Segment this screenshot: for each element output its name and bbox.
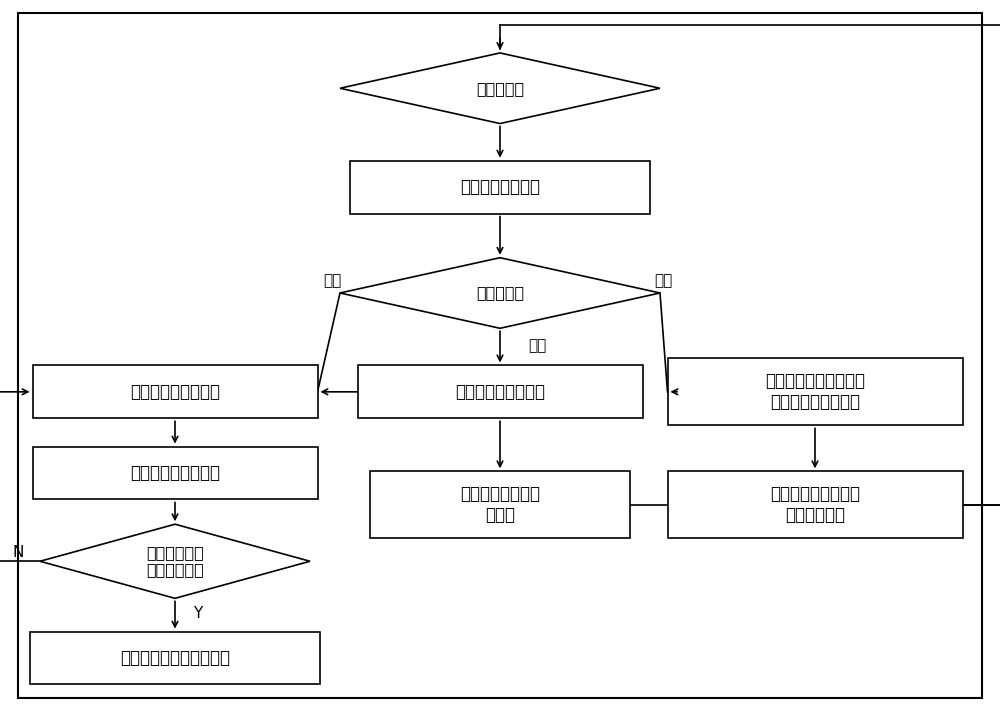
Text: 控制天线方位轴反向转
动到卫星信号最大点: 控制天线方位轴反向转 动到卫星信号最大点 [765,373,865,411]
Bar [370,472,630,538]
Polygon shape [340,53,660,124]
Bar [358,366,643,418]
Text: 控制天线方位轴减速: 控制天线方位轴减速 [455,383,545,401]
Text: 控制周期？: 控制周期？ [476,80,524,96]
Bar [350,160,650,213]
Text: 控制天线方位轴加速: 控制天线方位轴加速 [130,383,220,401]
Bar [32,446,318,500]
Text: 减速: 减速 [528,338,546,354]
Text: N: N [12,545,24,561]
Text: 天线跟踪载体运动: 天线跟踪载体运动 [460,178,540,196]
Text: 加速: 加速 [323,273,341,288]
Text: 设置控制状态为减速状态: 设置控制状态为减速状态 [120,649,230,667]
Text: 设置控制状态为反
转状态: 设置控制状态为反 转状态 [460,486,540,524]
Bar [668,472,962,538]
Bar [668,358,962,425]
Bar [32,366,318,418]
Bar [30,631,320,685]
Text: 控制状态？: 控制状态？ [476,285,524,301]
Text: 再次到达卫星
信号最大点？: 再次到达卫星 信号最大点？ [146,545,204,578]
Polygon shape [40,524,310,599]
Text: 完成天线方位轴寻星
时的驱动控制: 完成天线方位轴寻星 时的驱动控制 [770,486,860,524]
Polygon shape [340,258,660,328]
Text: 记录卫星信号最大点: 记录卫星信号最大点 [130,464,220,482]
Text: Y: Y [193,606,202,621]
Text: 反转: 反转 [654,273,672,288]
